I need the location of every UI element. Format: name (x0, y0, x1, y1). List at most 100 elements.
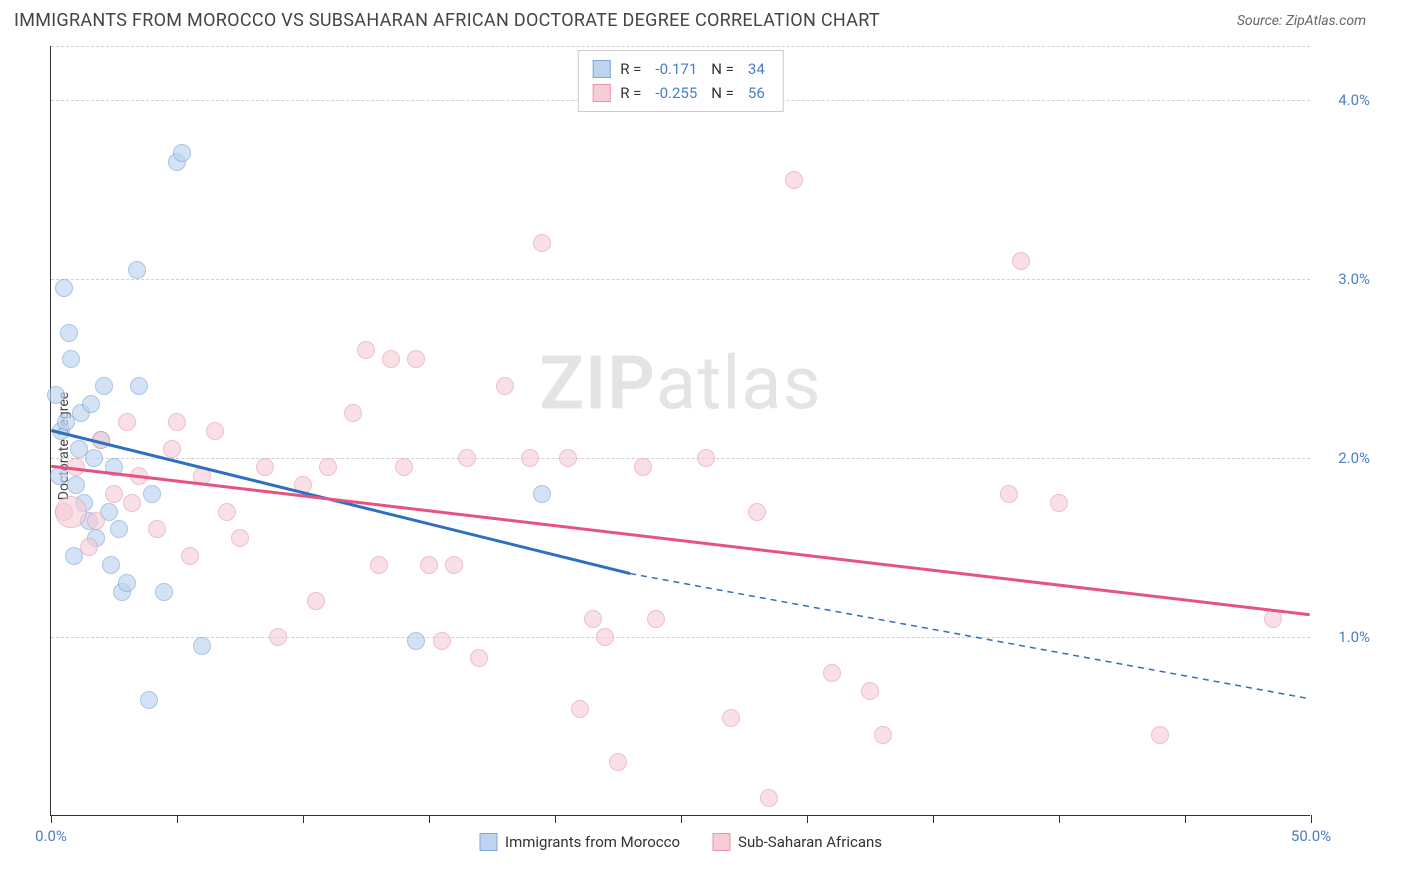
x-tick (177, 815, 178, 823)
data-point (496, 377, 514, 395)
data-point (395, 458, 413, 476)
legend-n-label: N = (711, 81, 734, 105)
legend-r-value-1: -0.255 (651, 81, 701, 105)
x-tick (1185, 815, 1186, 823)
legend-row-series-1: R = -0.255 N = 56 (592, 81, 769, 105)
data-point (382, 350, 400, 368)
data-point (445, 556, 463, 574)
data-point (458, 449, 476, 467)
bottom-legend-label-0: Immigrants from Morocco (505, 833, 680, 851)
data-point (105, 485, 123, 503)
source-label: Source: ZipAtlas.com (1237, 13, 1366, 29)
legend-swatch-series-1 (592, 84, 610, 102)
legend-n-value-1: 56 (744, 81, 769, 105)
data-point (85, 449, 103, 467)
data-point (1012, 252, 1030, 270)
data-point (82, 395, 100, 413)
chart-container: Doctorate Degree ZIPatlas R = -0.171 N =… (14, 46, 1392, 846)
bottom-legend-label-1: Sub-Saharan Africans (738, 833, 882, 851)
bottom-legend: Immigrants from Morocco Sub-Saharan Afri… (479, 833, 882, 851)
data-point (307, 592, 325, 610)
x-tick (51, 815, 52, 823)
x-tick (933, 815, 934, 823)
data-point (80, 538, 98, 556)
data-point (1264, 610, 1282, 628)
data-point (407, 632, 425, 650)
legend-swatch-icon (712, 833, 730, 851)
data-point (370, 556, 388, 574)
data-point (102, 556, 120, 574)
data-point (647, 610, 665, 628)
data-point (110, 520, 128, 538)
legend-r-label: R = (620, 57, 641, 81)
data-point (596, 628, 614, 646)
y-tick-label: 3.0% (1320, 270, 1370, 288)
data-point (1000, 485, 1018, 503)
x-tick (807, 815, 808, 823)
data-point (231, 529, 249, 547)
data-point (533, 485, 551, 503)
data-point (148, 520, 166, 538)
data-point (128, 261, 146, 279)
y-tick-label: 2.0% (1320, 449, 1370, 467)
data-point (861, 682, 879, 700)
gridline (51, 279, 1310, 280)
bottom-legend-item-1: Sub-Saharan Africans (712, 833, 882, 851)
data-point (70, 440, 88, 458)
data-point (785, 171, 803, 189)
data-point (533, 234, 551, 252)
data-point (256, 458, 274, 476)
data-point (67, 476, 85, 494)
data-point (294, 476, 312, 494)
data-point (62, 350, 80, 368)
gridline (51, 458, 1310, 459)
data-point (748, 503, 766, 521)
chart-title: IMMIGRANTS FROM MOROCCO VS SUBSAHARAN AF… (14, 10, 880, 31)
data-point (344, 404, 362, 422)
data-point (357, 341, 375, 359)
data-point (87, 512, 105, 530)
data-point (206, 422, 224, 440)
legend-swatch-icon (479, 833, 497, 851)
x-tick-label: 50.0% (1291, 827, 1331, 845)
legend-r-value-0: -0.171 (651, 57, 701, 81)
gridline (51, 637, 1310, 638)
data-point (218, 503, 236, 521)
data-point (697, 449, 715, 467)
legend-r-label: R = (620, 81, 641, 105)
data-point (47, 386, 65, 404)
data-point (130, 377, 148, 395)
data-point (118, 574, 136, 592)
data-point (634, 458, 652, 476)
data-point (584, 610, 602, 628)
x-tick (681, 815, 682, 823)
data-point (420, 556, 438, 574)
plot-area: ZIPatlas R = -0.171 N = 34 R = -0.255 N … (50, 46, 1310, 816)
x-tick (555, 815, 556, 823)
data-point (193, 637, 211, 655)
data-point (92, 431, 110, 449)
trend-lines (51, 46, 1310, 815)
data-point (155, 583, 173, 601)
data-point (50, 467, 68, 485)
data-point (118, 413, 136, 431)
data-point (173, 144, 191, 162)
data-point (60, 324, 78, 342)
data-point (571, 700, 589, 718)
data-point (105, 458, 123, 476)
data-point (433, 632, 451, 650)
data-point (521, 449, 539, 467)
data-point (95, 377, 113, 395)
x-tick-label: 0.0% (35, 827, 67, 845)
data-point (140, 691, 158, 709)
data-point (470, 649, 488, 667)
data-point (559, 449, 577, 467)
y-tick-label: 1.0% (1320, 628, 1370, 646)
data-point-large (55, 496, 87, 528)
gridline (51, 46, 1310, 47)
data-point (760, 789, 778, 807)
data-point (67, 458, 85, 476)
watermark: ZIPatlas (539, 341, 821, 428)
data-point (55, 279, 73, 297)
legend-n-label: N = (711, 57, 734, 81)
